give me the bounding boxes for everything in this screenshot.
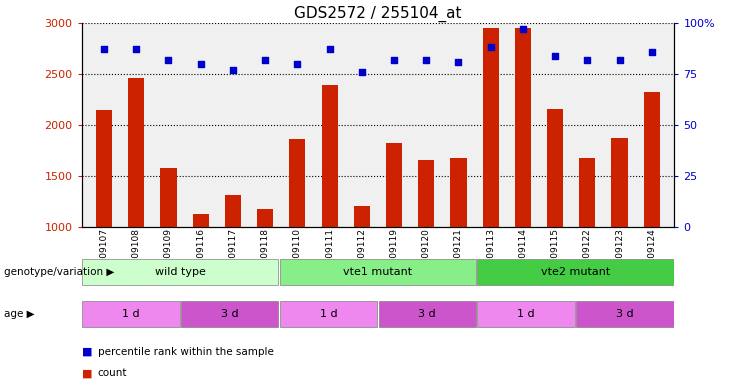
Bar [451,158,467,227]
Bar [644,92,659,227]
Text: 3 d: 3 d [221,309,239,319]
Bar [576,301,674,327]
Text: vte1 mutant: vte1 mutant [343,266,413,277]
Bar [82,259,279,285]
Bar [579,158,595,227]
Text: vte2 mutant: vte2 mutant [541,266,610,277]
Bar [353,206,370,227]
Point [98,46,110,53]
Point [453,59,465,65]
Bar [379,301,476,327]
Bar [96,109,112,227]
Bar [611,138,628,227]
Title: GDS2572 / 255104_at: GDS2572 / 255104_at [294,5,462,22]
Bar [257,209,273,227]
Point [227,67,239,73]
Point [485,45,496,51]
Bar [225,195,241,227]
Bar [386,143,402,227]
Bar [161,167,176,227]
Text: 3 d: 3 d [419,309,436,319]
Point [420,56,432,63]
Text: ■: ■ [82,347,92,357]
Bar [289,139,305,227]
Point [162,56,174,63]
Text: 3 d: 3 d [616,309,634,319]
Text: ■: ■ [82,368,92,378]
Point [517,26,529,32]
Text: 1 d: 1 d [319,309,337,319]
Point [195,61,207,67]
Bar [547,109,563,227]
Text: age ▶: age ▶ [4,309,34,319]
Bar [477,259,674,285]
Point [646,48,658,55]
Point [291,61,303,67]
Bar [128,78,144,227]
Point [549,53,561,59]
Bar [418,161,434,227]
Bar [477,301,575,327]
Text: wild type: wild type [155,266,206,277]
Text: count: count [98,368,127,378]
Point [388,56,400,63]
Bar [193,214,209,227]
Point [582,56,594,63]
Bar [82,301,179,327]
Bar [181,301,279,327]
Bar [280,301,377,327]
Text: percentile rank within the sample: percentile rank within the sample [98,347,273,357]
Bar [280,259,476,285]
Point [324,46,336,53]
Point [130,46,142,53]
Point [356,69,368,75]
Point [614,56,625,63]
Point [259,56,271,63]
Bar [515,28,531,227]
Bar [322,85,338,227]
Text: 1 d: 1 d [122,309,140,319]
Bar [482,28,499,227]
Text: 1 d: 1 d [517,309,535,319]
Text: genotype/variation ▶: genotype/variation ▶ [4,266,114,277]
